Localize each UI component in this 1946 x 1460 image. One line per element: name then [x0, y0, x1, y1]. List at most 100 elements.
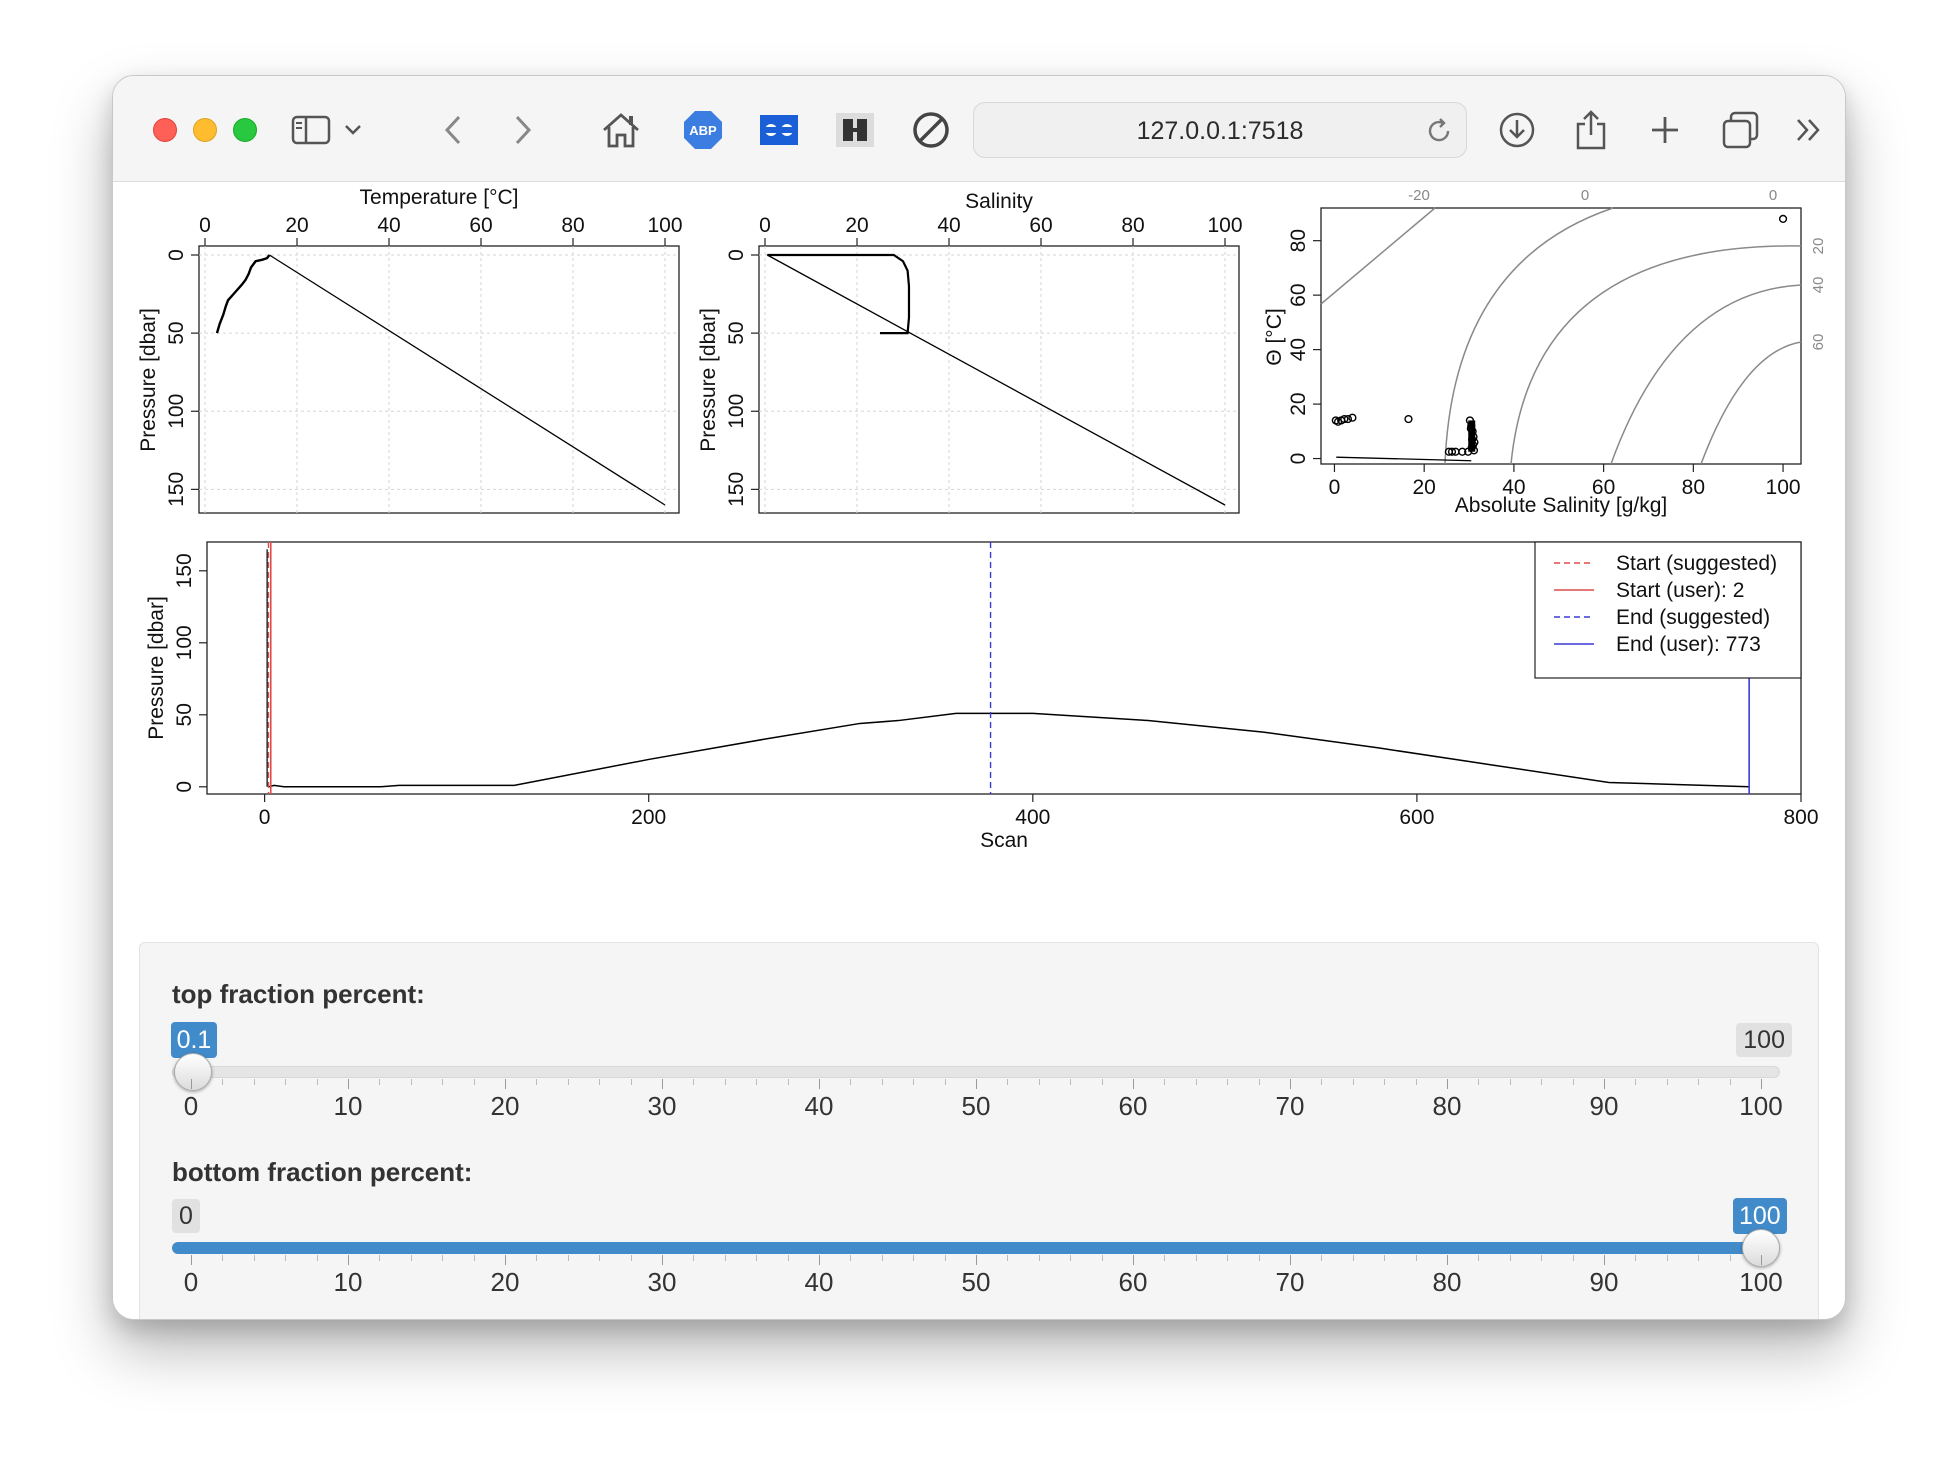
y-tick-label: 50 [165, 321, 188, 344]
scan-pressure-line [268, 712, 1750, 788]
legend-label: End (suggested) [1616, 606, 1770, 629]
slider-minor-tick [1164, 1255, 1166, 1261]
slider-minor-tick [410, 1255, 412, 1261]
legend-label: End (user): 773 [1616, 633, 1761, 656]
slider-minor-tick [1541, 1255, 1543, 1261]
y-tick-label: 100 [725, 394, 748, 429]
slider-minor-tick [693, 1079, 695, 1085]
tabs-icon[interactable] [1717, 106, 1765, 154]
zoom-window-button[interactable] [233, 118, 257, 142]
slider-tick-label: 50 [961, 1091, 991, 1121]
legend-label: Start (user): 2 [1616, 579, 1744, 602]
x-tick-label: 200 [631, 806, 666, 829]
slider-minor-tick [1227, 1079, 1229, 1085]
extension-icon[interactable] [755, 106, 803, 154]
slider-track[interactable] [172, 1066, 1780, 1078]
slider-tick-label: 100 [1739, 1091, 1783, 1121]
slider-major-tick [505, 1079, 506, 1089]
slider-major-tick [191, 1079, 192, 1089]
slider-minor-tick [1038, 1255, 1040, 1261]
slider-major-tick [1604, 1255, 1605, 1265]
slider-minor-tick [1415, 1079, 1417, 1085]
slider-minor-tick [1384, 1255, 1386, 1261]
more-icon[interactable] [1785, 106, 1833, 154]
x-tick-label: 60 [1592, 476, 1615, 499]
ts-point [1778, 214, 1788, 223]
reader-icon[interactable] [831, 106, 879, 154]
x-tick-label: 60 [1029, 214, 1052, 237]
x-tick-label: 20 [1412, 476, 1435, 499]
slider-minor-tick [1698, 1079, 1700, 1085]
block-icon[interactable] [907, 106, 955, 154]
salinity-profile-plot: Salinity Pressure [dbar] 0 20 40 60 80 100 0 50… [697, 190, 1243, 514]
density-contour [1700, 341, 1802, 465]
x-tick-label: 40 [377, 214, 400, 237]
minimize-window-button[interactable] [193, 118, 217, 142]
new-tab-icon[interactable] [1641, 106, 1689, 154]
y-tick-label: 40 [1287, 338, 1310, 361]
slider-minor-tick [567, 1079, 569, 1085]
salinity-profile-line [767, 253, 911, 335]
slider-major-tick [1761, 1079, 1762, 1089]
share-icon[interactable] [1567, 106, 1615, 154]
slider-minor-tick [1572, 1255, 1574, 1261]
top-fraction-slider[interactable]: 100 0.1 0 10 20 30 40 50 60 70 80 90 100 [140, 943, 1818, 1121]
slider-minor-tick [222, 1079, 224, 1085]
slider-tick-label: 70 [1275, 1267, 1305, 1297]
slider-minor-tick [379, 1255, 381, 1261]
chevron-down-icon[interactable] [339, 106, 367, 154]
y-tick-label: 150 [725, 472, 748, 507]
density-contour [1320, 207, 1436, 305]
slider-minor-tick [253, 1079, 255, 1085]
bottom-fraction-slider[interactable]: 0 100 0 10 20 30 40 50 60 70 80 90 100 [140, 1121, 1818, 1297]
slider-major-tick [976, 1255, 977, 1265]
slider-min-label: 0 [172, 1199, 200, 1233]
x-tick-label: 600 [1399, 806, 1434, 829]
ts-diagram-plot: 0 20 40 60 80 100 0 20 40 60 80 -20 0 0 20 40 60 Absolut… [1263, 187, 1827, 517]
url-bar[interactable]: 127.0.0.1:7518 [973, 102, 1467, 158]
slider-minor-tick [253, 1255, 255, 1261]
contour-label: 20 [1810, 238, 1827, 255]
bottom-fraction-label: bottom fraction percent: [172, 1157, 473, 1187]
slider-minor-tick [1729, 1255, 1731, 1261]
back-icon[interactable] [429, 106, 477, 154]
slider-major-tick [662, 1079, 663, 1089]
sidebar-icon[interactable] [287, 106, 335, 154]
slider-tick-label: 80 [1432, 1091, 1462, 1121]
slider-minor-tick [410, 1079, 412, 1085]
salinity-ylabel: Pressure [dbar] [697, 308, 720, 452]
temperature-plot-frame [198, 245, 680, 514]
slider-minor-tick [1541, 1079, 1543, 1085]
slider-minor-tick [222, 1255, 224, 1261]
slider-minor-tick [567, 1255, 569, 1261]
slider-minor-tick [1415, 1255, 1417, 1261]
close-window-button[interactable] [153, 118, 177, 142]
temperature-axis-title: Temperature [°C] [360, 186, 519, 209]
slider-minor-tick [913, 1255, 915, 1261]
y-tick-label: 150 [165, 472, 188, 507]
slider-handle[interactable] [173, 1053, 212, 1091]
slider-major-tick [505, 1255, 506, 1265]
reload-icon[interactable] [1424, 116, 1454, 146]
slider-minor-tick [1635, 1255, 1637, 1261]
y-tick-label: 60 [1287, 283, 1310, 306]
download-icon[interactable] [1493, 106, 1541, 154]
slider-minor-tick [599, 1079, 601, 1085]
ts-point [1458, 447, 1467, 456]
home-icon[interactable] [597, 106, 645, 154]
x-tick-label: 400 [1015, 806, 1050, 829]
adblock-icon[interactable]: ABP [679, 106, 727, 154]
slider-minor-tick [1007, 1079, 1009, 1085]
x-tick-label: 40 [937, 214, 960, 237]
forward-icon[interactable] [499, 106, 547, 154]
contour-label: -20 [1408, 187, 1430, 204]
scan-ylabel: Pressure [dbar] [145, 596, 168, 740]
x-tick-label: 80 [561, 214, 584, 237]
y-tick-label: 0 [173, 781, 196, 793]
slider-minor-tick [473, 1255, 475, 1261]
slider-major-tick [1447, 1255, 1448, 1265]
slider-tick-label: 40 [804, 1267, 834, 1297]
ts-point [1404, 414, 1413, 424]
slider-tick-label: 20 [490, 1267, 520, 1297]
slider-minor-tick [630, 1255, 632, 1261]
